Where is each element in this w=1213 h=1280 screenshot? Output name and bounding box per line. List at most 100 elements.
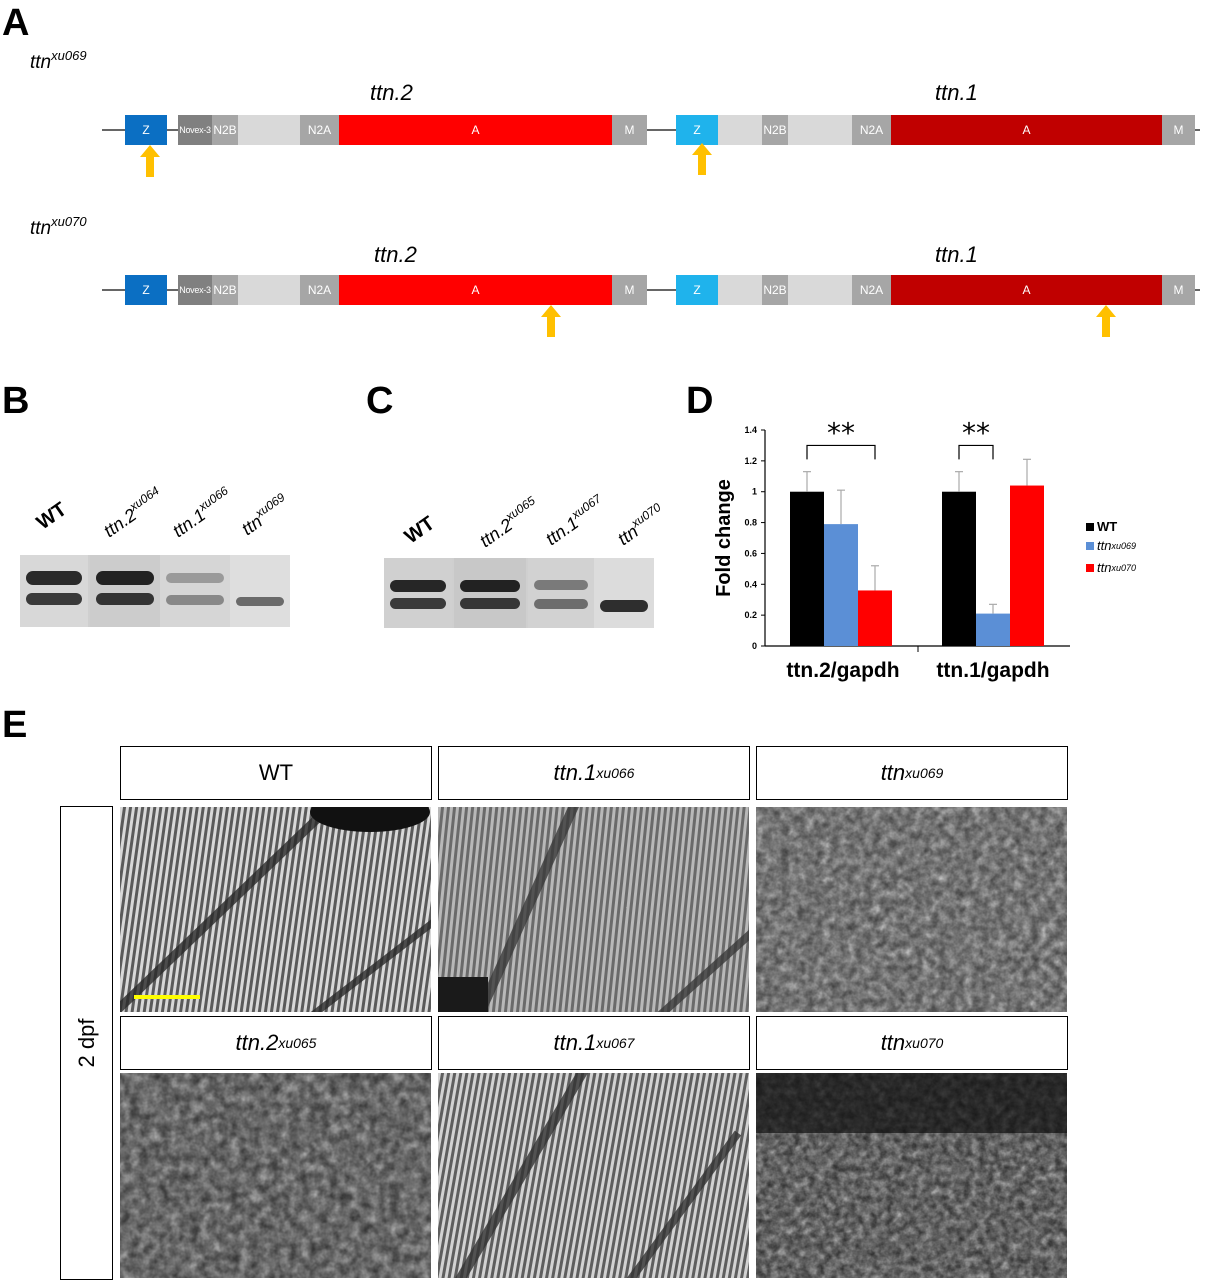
bar: [976, 613, 1010, 646]
gel-b-lane3-label: ttn.1xu066: [168, 483, 231, 542]
bar: [858, 590, 892, 646]
micrograph-ttn-xu070: [756, 1073, 1067, 1278]
row2-gene-line: [102, 289, 1200, 291]
y-tick-label: 0.2: [744, 610, 757, 620]
gel-c-lane1-label: WT: [400, 512, 439, 549]
y-tick-label: 0.4: [744, 579, 757, 589]
panel-a-letter: A: [2, 2, 30, 44]
row2-gene-right: ttn.1: [935, 242, 978, 267]
m-band-domain: M: [1162, 115, 1195, 145]
panel-d-letter: D: [686, 380, 714, 422]
significance-label: **: [827, 416, 855, 449]
z-disc-domain: Z: [125, 115, 167, 145]
panel-c-letter: C: [366, 380, 394, 422]
micrograph-ttn2-xu065: [120, 1073, 431, 1278]
n2b-domain: N2B: [762, 275, 788, 305]
a-band-domain: A: [891, 275, 1162, 305]
i-band-spacer: [718, 275, 762, 305]
gel-lane: [230, 555, 290, 627]
fold-change-chart: 0 0.2 0.4 0.6 0.8 1 1.2 1.4 Fold change ttn.2/gap…: [713, 416, 1070, 682]
significance-bracket: [806, 444, 876, 460]
row2-gene-left: ttn.2: [374, 242, 417, 267]
n2a-domain: N2A: [852, 275, 891, 305]
mutation-arrow-icon: [140, 145, 160, 177]
i-band-spacer: [718, 115, 762, 145]
m-band-domain: M: [612, 115, 647, 145]
image-label-ttn1-xu067: ttn.1 xu067: [438, 1016, 750, 1070]
x-category-label: ttn.2/gapdh: [786, 659, 899, 682]
significance-bracket: [958, 444, 994, 460]
mutation-arrow-icon: [692, 143, 712, 175]
n2b-domain: N2B: [762, 115, 788, 145]
y-tick-label: 1.4: [744, 425, 757, 435]
scale-bar: [134, 995, 200, 999]
gel-lane: [454, 558, 526, 628]
novex3-domain: Novex-3: [178, 275, 212, 305]
panel-b-letter: B: [2, 380, 30, 422]
gel-lane: [528, 558, 594, 628]
y-tick-label: 1.2: [744, 456, 757, 466]
gel-b-lane2-label: ttn.2xu064: [99, 483, 162, 542]
bar: [1010, 485, 1044, 646]
y-tick-label: 0.8: [744, 518, 757, 528]
legend-item-xu069: ttn xu069: [1086, 538, 1136, 553]
i-band-spacer: [788, 275, 852, 305]
image-label-ttn1-xu066: ttn.1 xu066: [438, 746, 750, 800]
y-tick-label: 1: [752, 487, 757, 497]
n2b-domain: N2B: [212, 275, 238, 305]
micrograph-ttn1-xu066: [438, 807, 749, 1012]
image-label-ttn-xu069: ttn xu069: [756, 746, 1068, 800]
y-axis-label: Fold change: [713, 479, 735, 597]
gel-c-lane2-label: ttn.2xu065: [475, 493, 538, 552]
gel-lane: [384, 558, 452, 628]
gel-b-lane1-label: WT: [32, 498, 71, 535]
a-band-domain: A: [339, 275, 612, 305]
m-band-domain: M: [1162, 275, 1195, 305]
legend-item-xu070: ttn xu070: [1086, 560, 1136, 575]
image-label-ttn-xu070: ttn xu070: [756, 1016, 1068, 1070]
gel-lane: [160, 555, 230, 627]
gel-b-image: [20, 555, 290, 627]
a-band-domain: A: [891, 115, 1162, 145]
mutation-arrow-icon: [541, 305, 561, 337]
row1-gene-line: [102, 129, 1200, 131]
i-band-spacer: [788, 115, 852, 145]
micrograph-wt: [120, 807, 431, 1012]
x-category-label: ttn.1/gapdh: [936, 659, 1049, 682]
i-band-spacer: [238, 275, 300, 305]
row-label: 2 dpf: [73, 1018, 99, 1068]
m-band-domain: M: [612, 275, 647, 305]
a-band-domain: A: [339, 115, 612, 145]
n2b-domain: N2B: [212, 115, 238, 145]
bar: [942, 491, 976, 646]
gel-c-lane4-label: ttnxu070: [613, 500, 664, 550]
z-disc-domain: Z: [676, 115, 718, 145]
y-tick-label: 0.6: [744, 548, 757, 558]
i-band-spacer: [238, 115, 300, 145]
n2a-domain: N2A: [300, 275, 339, 305]
micrograph-ttn1-xu067: [438, 1073, 749, 1278]
gel-lane: [20, 555, 88, 627]
mutation-arrow-icon: [1096, 305, 1116, 337]
gel-lane: [594, 558, 654, 628]
gel-b-lane4-label: ttnxu069: [237, 490, 288, 540]
bar: [824, 524, 858, 646]
z-disc-domain: Z: [125, 275, 167, 305]
image-label-wt: WT: [120, 746, 432, 800]
row2-allele-label: ttnxu070: [30, 214, 87, 239]
micrograph-ttn-xu069: [756, 807, 1067, 1012]
gel-c-lane3-label: ttn.1xu067: [541, 491, 604, 550]
gel-lane: [90, 555, 160, 627]
z-disc-domain: Z: [676, 275, 718, 305]
bar: [790, 491, 824, 646]
row1-gene-left: ttn.2: [370, 80, 413, 105]
significance-label: **: [962, 416, 990, 449]
image-label-ttn2-xu065: ttn.2 xu065: [120, 1016, 432, 1070]
novex3-domain: Novex-3: [178, 115, 212, 145]
y-tick-label: 0: [752, 641, 757, 651]
legend-item-wt: WT: [1086, 519, 1117, 534]
row1-allele-label: ttnxu069: [30, 48, 87, 73]
row1-gene-right: ttn.1: [935, 80, 978, 105]
row-label-box: 2 dpf: [60, 806, 113, 1280]
n2a-domain: N2A: [852, 115, 891, 145]
